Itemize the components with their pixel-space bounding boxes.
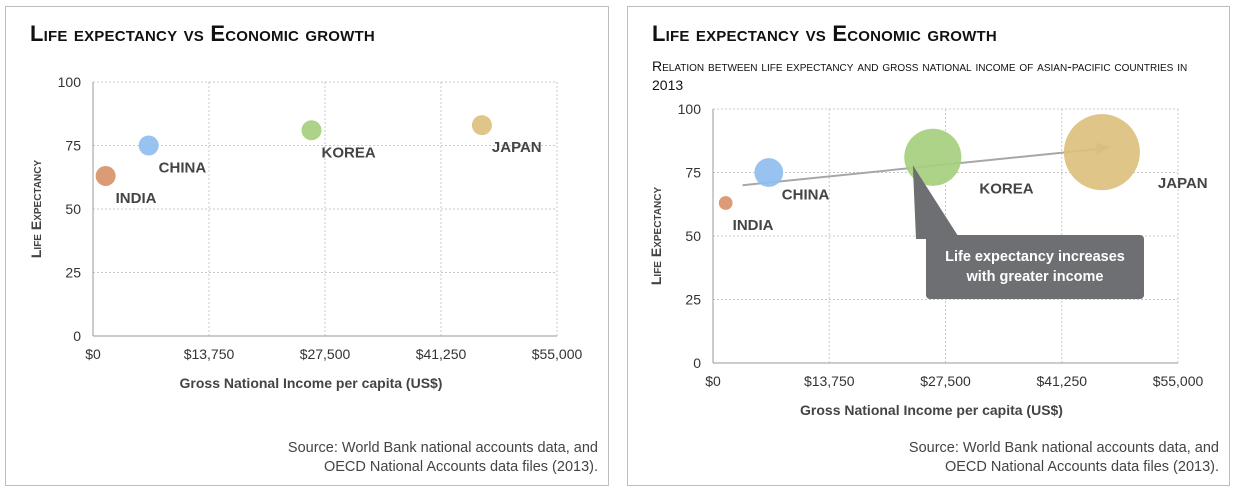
x-tick-label: $27,500 xyxy=(920,373,971,389)
x-axis-title: Gross National Income per capita (US$) xyxy=(800,402,1063,418)
x-tick-label: $55,000 xyxy=(532,346,583,362)
callout-text-line-1: Life expectancy increases xyxy=(945,249,1125,265)
source-line-2: OECD National Accounts data files (2013)… xyxy=(944,459,1219,475)
y-tick-label: 50 xyxy=(685,228,701,244)
callout-pointer xyxy=(912,165,960,239)
bubble-japan xyxy=(1063,114,1140,191)
bubble-india xyxy=(95,165,116,186)
bubble-india xyxy=(718,196,733,210)
x-axis-title: Gross National Income per capita (US$) xyxy=(180,375,443,391)
source-line-1: Source: World Bank national accounts dat… xyxy=(908,440,1219,456)
point-label-china: CHINA xyxy=(159,160,207,177)
callout-text-line-2: with greater income xyxy=(966,269,1104,285)
x-tick-label: $13,750 xyxy=(184,346,235,362)
chart-title: Life expectancy vs Economic growth xyxy=(652,21,997,46)
y-tick-label: 100 xyxy=(678,101,702,117)
callout-text: Life expectancy increases with greater in… xyxy=(945,249,1125,285)
x-tick-label: $27,500 xyxy=(300,346,351,362)
chart-subtitle: Relation between life expectancy and gro… xyxy=(652,58,1188,93)
bubble-korea xyxy=(301,120,322,141)
source-note: Source: World Bank national accounts dat… xyxy=(288,439,598,477)
point-label-korea: KOREA xyxy=(322,144,376,161)
bubble-korea xyxy=(904,128,962,186)
y-tick-label: 75 xyxy=(685,165,701,181)
y-tick-label: 25 xyxy=(685,292,701,308)
callout-box xyxy=(926,235,1144,299)
x-tick-label: $0 xyxy=(85,346,101,362)
bubble-japan xyxy=(471,115,492,136)
point-label-japan: JAPAN xyxy=(1158,175,1208,192)
source-line-1: Source: World Bank national accounts dat… xyxy=(287,440,598,456)
scatter-plot-basic: $0 $13,750 $27,500 $41,250 $55,000 0 25 50 75 100… xyxy=(28,74,583,391)
chart-panel-bubble: Life expectancy vs Economic growth Relat… xyxy=(627,6,1230,486)
y-tick-label: 0 xyxy=(73,328,81,344)
x-tick-label: $13,750 xyxy=(804,373,855,389)
point-label-korea: KOREA xyxy=(979,180,1033,197)
x-tick-label: $55,000 xyxy=(1153,373,1204,389)
x-tick-label: $41,250 xyxy=(416,346,467,362)
source-note: Source: World Bank national accounts dat… xyxy=(909,439,1219,477)
y-tick-label: 0 xyxy=(693,355,701,371)
y-tick-label: 25 xyxy=(65,265,81,281)
x-tick-label: $41,250 xyxy=(1036,373,1087,389)
annotation-callout: Life expectancy increases with greater in… xyxy=(912,165,1144,299)
y-axis-title: Life Expectancy xyxy=(648,187,664,286)
source-line-2: OECD National Accounts data files (2013)… xyxy=(323,459,598,475)
gridlines xyxy=(93,81,558,336)
y-tick-label: 50 xyxy=(65,201,81,217)
y-axis-title: Life Expectancy xyxy=(28,160,44,259)
chart-title: Life expectancy vs Economic growth xyxy=(30,21,375,46)
point-label-india: INDIA xyxy=(733,217,774,234)
point-label-india: INDIA xyxy=(116,190,157,207)
point-label-china: CHINA xyxy=(782,187,830,204)
x-tick-label: $0 xyxy=(705,373,721,389)
chart-panel-basic: Life expectancy vs Economic growth $0 $13… xyxy=(5,6,609,486)
bubble-chart: $0 $13,750 $27,500 $41,250 $55,000 0 25 50 75 100… xyxy=(648,101,1208,418)
bubble-china xyxy=(138,135,159,156)
point-label-japan: JAPAN xyxy=(492,139,542,156)
y-tick-label: 100 xyxy=(58,74,82,90)
bubble-china xyxy=(754,158,784,187)
y-tick-label: 75 xyxy=(65,138,81,154)
